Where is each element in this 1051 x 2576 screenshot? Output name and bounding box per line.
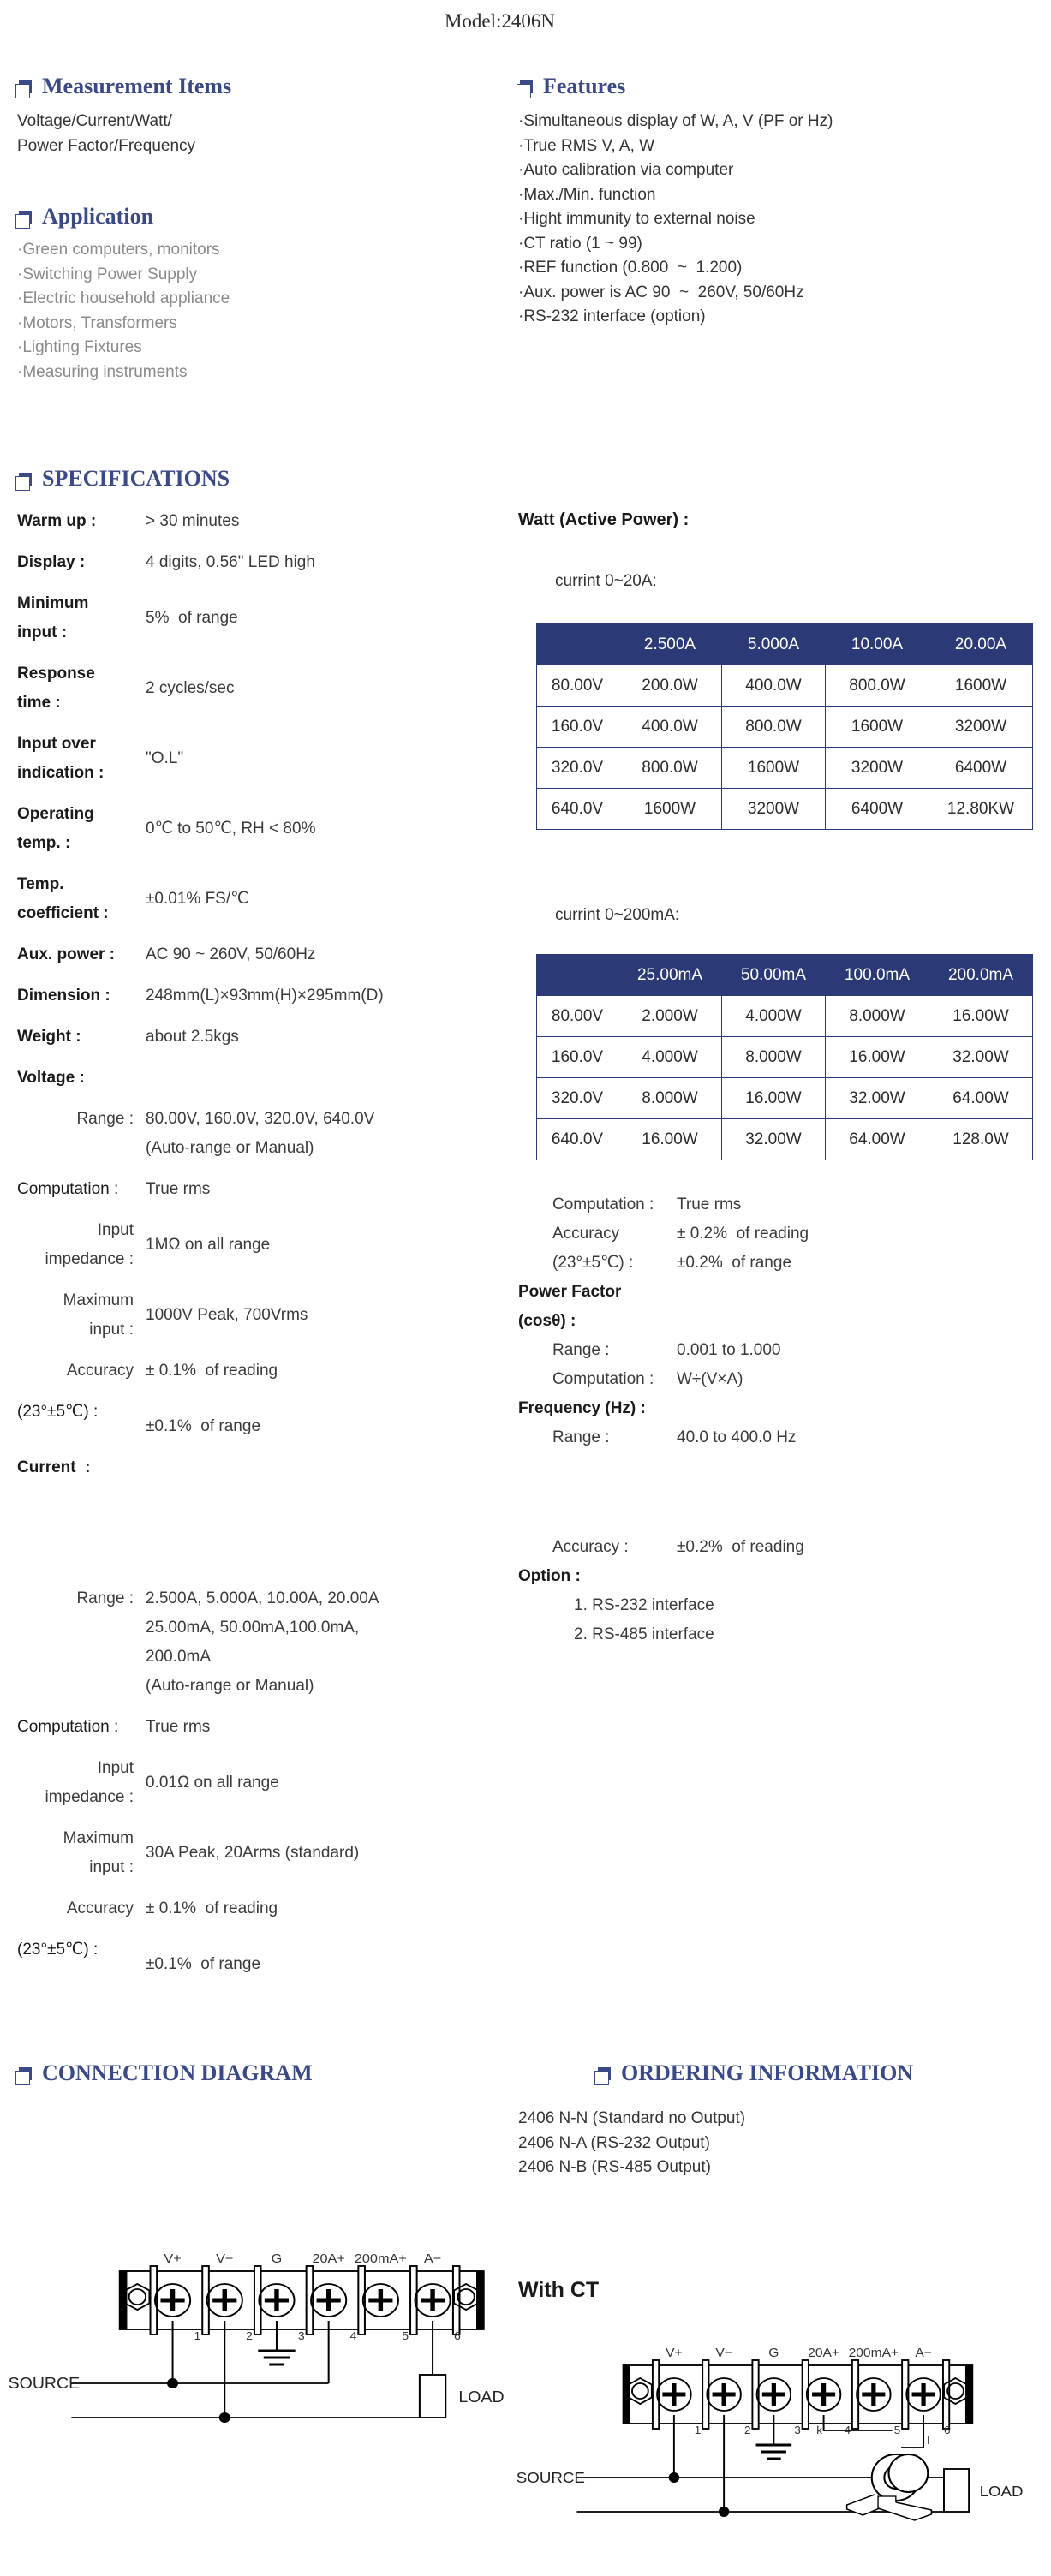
svg-text:G: G — [272, 2252, 283, 2266]
svg-text:5: 5 — [894, 2424, 901, 2436]
svg-text:k: k — [816, 2424, 822, 2436]
svg-text:A−: A− — [915, 2346, 932, 2360]
svg-text:1: 1 — [194, 2329, 200, 2341]
svg-text:LOAD: LOAD — [458, 2388, 504, 2406]
svg-text:V+: V+ — [666, 2346, 683, 2360]
svg-text:6: 6 — [944, 2424, 951, 2436]
svg-text:V−: V− — [216, 2252, 233, 2266]
svg-text:4: 4 — [350, 2329, 357, 2341]
svg-text:2: 2 — [744, 2424, 751, 2436]
svg-text:200mA+: 200mA+ — [355, 2252, 407, 2266]
svg-text:20A+: 20A+ — [808, 2346, 839, 2360]
svg-text:3: 3 — [794, 2424, 801, 2436]
svg-text:A−: A− — [424, 2252, 441, 2266]
svg-text:2: 2 — [246, 2329, 253, 2341]
svg-text:5: 5 — [402, 2329, 409, 2341]
svg-text:V−: V− — [715, 2346, 732, 2360]
svg-text:l: l — [927, 2434, 929, 2447]
svg-text:3: 3 — [298, 2329, 305, 2341]
svg-text:G: G — [768, 2346, 779, 2360]
svg-text:SOURCE: SOURCE — [9, 2375, 80, 2392]
svg-text:V+: V+ — [164, 2252, 181, 2266]
svg-text:1: 1 — [695, 2424, 702, 2436]
svg-text:200mA+: 200mA+ — [849, 2346, 899, 2360]
svg-text:20A+: 20A+ — [312, 2252, 344, 2266]
svg-text:6: 6 — [454, 2329, 461, 2341]
svg-text:LOAD: LOAD — [980, 2482, 1024, 2500]
